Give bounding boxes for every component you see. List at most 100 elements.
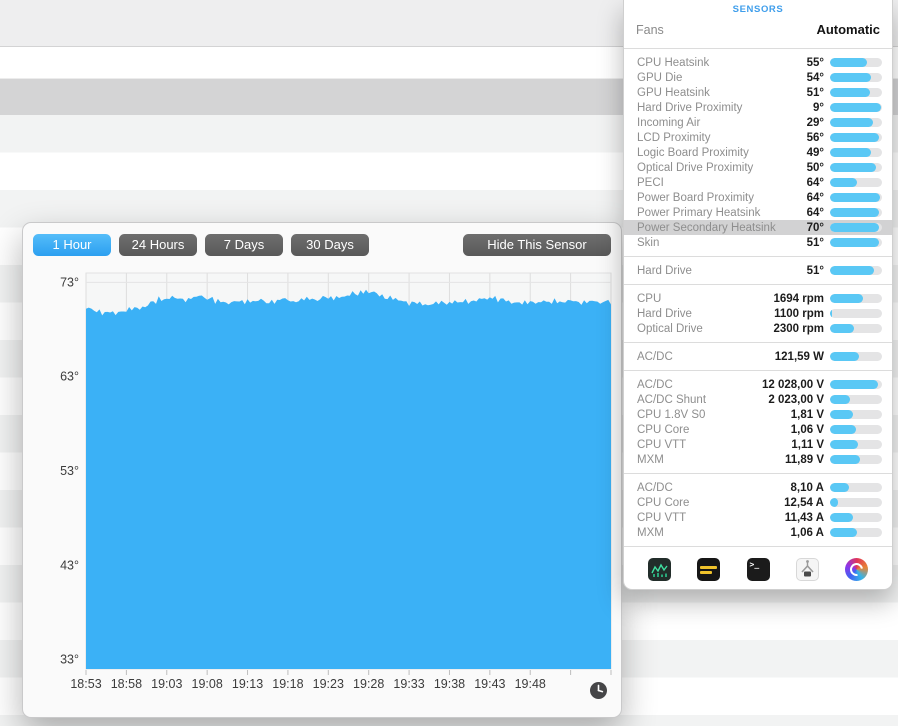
gauge-app-icon[interactable] — [845, 558, 868, 581]
fans-mode-value[interactable]: Automatic — [816, 22, 880, 37]
sensor-row[interactable]: CPU VTT 11,43 A — [624, 510, 892, 525]
sensor-row[interactable]: PECI 64° — [624, 175, 892, 190]
sensor-label: CPU Core — [637, 423, 690, 436]
sensor-label: Logic Board Proximity — [637, 146, 749, 159]
sensor-row[interactable]: Logic Board Proximity 49° — [624, 145, 892, 160]
grabber-app-icon[interactable] — [795, 558, 819, 581]
sensor-value: 64° — [806, 206, 824, 219]
sensor-bar — [830, 133, 882, 142]
range-button-7-days[interactable]: 7 Days — [205, 234, 283, 256]
divider — [624, 48, 892, 49]
sensor-row[interactable]: MXM 1,06 A — [624, 525, 892, 540]
sensor-row[interactable]: Incoming Air 29° — [624, 115, 892, 130]
sensor-value: 55° — [806, 56, 824, 69]
sensor-row[interactable]: CPU Heatsink 55° — [624, 55, 892, 70]
sensor-row[interactable]: Hard Drive 51° — [624, 263, 892, 278]
sensor-groups: CPU Heatsink 55° GPU Die 54° GPU Heatsink 51°… — [624, 55, 892, 540]
sensor-row[interactable]: GPU Die 54° — [624, 70, 892, 85]
sensor-label: Power Primary Heatsink — [637, 206, 761, 219]
clock-toggle-button[interactable] — [590, 682, 607, 699]
sensor-row[interactable]: AC/DC 121,59 W — [624, 349, 892, 364]
sensor-row[interactable]: Hard Drive Proximity 9° — [624, 100, 892, 115]
x-axis-tick-label: 19:13 — [232, 677, 263, 691]
app-dock: >_ — [624, 553, 892, 589]
sensor-value: 50° — [806, 161, 824, 174]
sensor-bar-fill — [830, 238, 880, 247]
sensor-bar-fill — [830, 118, 873, 127]
sensor-bar — [830, 266, 882, 275]
sensor-row[interactable]: CPU VTT 1,11 V — [624, 437, 892, 452]
x-axis-tick-label: 19:43 — [474, 677, 505, 691]
sensor-row[interactable]: AC/DC 12 028,00 V — [624, 377, 892, 392]
temperature-chart: 73° 63° 53° 43° 33° 18:53 18:58 19:03 19:08 19:13… — [60, 272, 612, 691]
sensor-row[interactable]: CPU Core 1,06 V — [624, 422, 892, 437]
sensor-bar — [830, 118, 882, 127]
sensor-value: 1694 rpm — [773, 292, 824, 305]
sensor-value: 51° — [806, 236, 824, 249]
sensor-bar-fill — [830, 148, 871, 157]
sensor-row[interactable]: CPU Core 12,54 A — [624, 495, 892, 510]
sensor-value: 1,06 V — [790, 423, 824, 436]
sensor-bar-fill — [830, 294, 864, 303]
range-button-1-hour[interactable]: 1 Hour — [33, 234, 111, 256]
console-warning-app-icon[interactable] — [697, 558, 721, 581]
sensor-label: Skin — [637, 236, 660, 249]
sensor-bar — [830, 440, 882, 449]
sensor-bar — [830, 58, 882, 67]
sensor-row[interactable]: LCD Proximity 56° — [624, 130, 892, 145]
sensor-group: CPU 1694 rpm Hard Drive 1100 rpm Optical Dri… — [624, 291, 892, 336]
sensor-row[interactable]: Power Secondary Heatsink 70° — [624, 220, 892, 235]
sensor-row[interactable]: Skin 51° — [624, 235, 892, 250]
fans-mode-row[interactable]: Fans Automatic — [624, 17, 892, 42]
sensor-bar-fill — [830, 223, 880, 232]
sensor-bar — [830, 73, 882, 82]
divider — [624, 473, 892, 474]
x-axis-tick-label: 19:23 — [313, 677, 344, 691]
sensor-bar-fill — [830, 380, 878, 389]
sensor-group: AC/DC 12 028,00 V AC/DC Shunt 2 023,00 V CPU… — [624, 377, 892, 467]
sensor-row[interactable]: MXM 11,89 V — [624, 452, 892, 467]
sensor-bar-fill — [830, 163, 876, 172]
sensor-label: PECI — [637, 176, 664, 189]
range-button-24-hours[interactable]: 24 Hours — [119, 234, 197, 256]
sensor-bar — [830, 178, 882, 187]
sensor-row[interactable]: CPU 1.8V S0 1,81 V — [624, 407, 892, 422]
sensor-row[interactable]: CPU 1694 rpm — [624, 291, 892, 306]
sensor-row[interactable]: Hard Drive 1100 rpm — [624, 306, 892, 321]
sensor-label: Optical Drive Proximity — [637, 161, 754, 174]
sensor-value: 1100 rpm — [774, 307, 824, 320]
x-axis-tick-label: 18:58 — [111, 677, 142, 691]
sensor-label: CPU VTT — [637, 438, 687, 451]
sensor-row[interactable]: Power Board Proximity 64° — [624, 190, 892, 205]
sensor-bar — [830, 513, 882, 522]
sensor-bar-fill — [830, 513, 854, 522]
sensor-value: 1,11 V — [791, 438, 824, 451]
range-buttons: 1 Hour 24 Hours 7 Days 30 Days — [33, 234, 369, 256]
sensor-row[interactable]: GPU Heatsink 51° — [624, 85, 892, 100]
sensor-group: Hard Drive 51° — [624, 263, 892, 278]
sensor-label: LCD Proximity — [637, 131, 711, 144]
sensor-row[interactable]: Optical Drive Proximity 50° — [624, 160, 892, 175]
sensor-bar-fill — [830, 410, 854, 419]
activity-graph-app-icon[interactable] — [648, 558, 671, 581]
sensor-row[interactable]: AC/DC 8,10 A — [624, 480, 892, 495]
sensor-bar-fill — [830, 178, 858, 187]
terminal-app-icon[interactable]: >_ — [746, 558, 770, 581]
sensor-label: Power Secondary Heatsink — [637, 221, 776, 234]
sensor-value: 2 023,00 V — [768, 393, 824, 406]
sensor-value: 49° — [806, 146, 824, 159]
sensor-value: 1,81 V — [790, 408, 824, 421]
sensor-row[interactable]: AC/DC Shunt 2 023,00 V — [624, 392, 892, 407]
divider — [624, 284, 892, 285]
fans-label: Fans — [636, 22, 664, 37]
sensor-row[interactable]: Optical Drive 2300 rpm — [624, 321, 892, 336]
sensor-row[interactable]: Power Primary Heatsink 64° — [624, 205, 892, 220]
sensor-bar — [830, 395, 882, 404]
y-axis-tick-label: 43° — [60, 558, 79, 572]
hide-this-sensor-button[interactable]: Hide This Sensor — [463, 234, 611, 256]
sensor-bar — [830, 223, 882, 232]
range-button-30-days[interactable]: 30 Days — [291, 234, 369, 256]
sensor-bar-fill — [830, 440, 858, 449]
sensor-bar-fill — [830, 193, 881, 202]
